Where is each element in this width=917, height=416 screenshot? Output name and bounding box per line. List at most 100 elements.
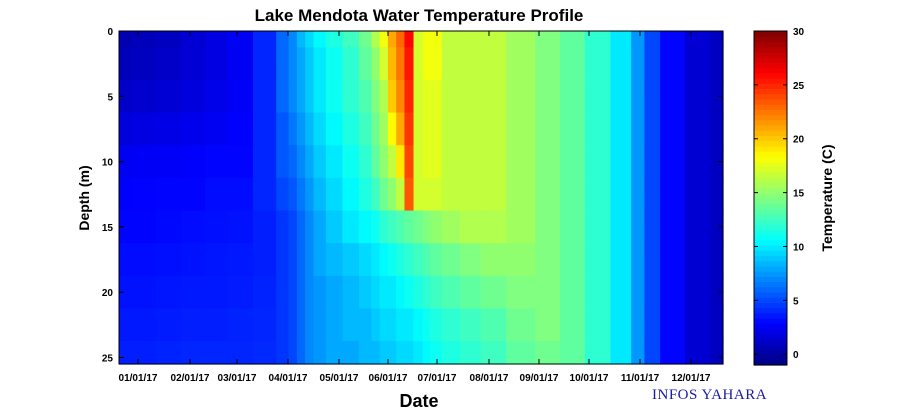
heatmap-cell [404,177,415,212]
colorbar-tick-label: 0 [793,350,799,361]
colorbar-swatch [754,307,787,314]
y-axis-label: Depth (m) [76,165,92,230]
heatmap-cell [422,79,431,114]
heatmap-cell [644,210,661,244]
colorbar-swatch [754,77,787,84]
heatmap-cell [342,177,360,212]
x-tick-label: 09/01/17 [520,373,559,384]
heatmap-cell [441,47,461,81]
heatmap-cell [379,145,389,179]
heatmap-cell [119,341,133,365]
x-axis-label: Date [399,391,438,411]
heatmap-cell [325,79,343,114]
heatmap-cell [644,308,661,342]
heatmap-cell [660,243,686,277]
heatmap-cell [422,47,431,81]
heatmap-cell [358,275,372,310]
colorbar-swatch [754,218,787,225]
heatmap-cell [584,341,612,365]
colorbar-swatch [754,281,787,288]
x-tick-label: 05/01/17 [320,373,359,384]
heatmap-cell [396,210,406,244]
heatmap-cell [396,308,406,342]
heatmap-cell [710,275,724,310]
heatmap-cell [480,177,507,212]
heatmap-cell [205,341,228,365]
heatmap-cell [506,243,536,277]
heatmap [119,31,724,365]
heatmap-cell [156,145,182,179]
heatmap-cell [506,308,536,342]
colorbar-swatch [754,250,787,257]
heatmap-cell [305,341,315,365]
heatmap-cell [404,308,415,342]
heatmap-cell [305,177,315,212]
heatmap-cell [413,79,424,114]
colorbar-swatch [754,244,787,251]
heatmap-cell [422,112,431,146]
heatmap-cell [119,31,133,48]
colorbar-label: Temperature (C) [819,144,835,251]
heatmap-cell [480,210,507,244]
colorbar-swatch [754,130,787,136]
heatmap-cell [413,308,424,342]
heatmap-cell [288,31,298,48]
heatmap-cell [379,210,389,244]
colorbar-swatch [754,114,787,121]
heatmap-cell [710,210,724,244]
heatmap-cell [631,341,645,365]
heatmap-cell [371,145,381,179]
heatmap-cell [181,47,206,81]
heatmap-cell [119,79,133,114]
heatmap-cell [459,79,482,114]
heatmap-cell [131,145,157,179]
heatmap-cell [305,308,315,342]
heatmap-cell [371,177,381,212]
heatmap-cell [253,31,277,48]
x-tick-label: 02/01/17 [171,373,210,384]
heatmap-cell [560,275,586,310]
colorbar-swatch [754,198,787,204]
heatmap-cell [631,112,645,146]
heatmap-cell [119,112,133,146]
heatmap-cell [404,145,415,179]
heatmap-cell [644,177,661,212]
heatmap-cell [313,308,327,342]
heatmap-cell [660,341,686,365]
heatmap-cell [342,112,360,146]
heatmap-cell [422,341,431,365]
heatmap-cell [296,177,306,212]
heatmap-cell [296,210,306,244]
heatmap-cell [480,31,507,48]
heatmap-cell [422,243,431,277]
heatmap-cell [422,145,431,179]
heatmap-cell [422,210,431,244]
heatmap-cell [430,79,443,114]
heatmap-cell [631,308,645,342]
colorbar-swatch [754,51,787,58]
colorbar-tick-label: 20 [793,135,805,146]
heatmap-cell [119,243,133,277]
heatmap-cell [156,47,182,81]
heatmap-cell [660,79,686,114]
heatmap-cell [313,79,327,114]
heatmap-cell [276,177,290,212]
colorbar-swatch [754,88,787,95]
heatmap-cell [413,112,424,146]
heatmap-cell [387,341,397,365]
heatmap-cell [358,341,372,365]
heatmap-cell [181,145,206,179]
heatmap-cell [631,210,645,244]
colorbar-swatch [754,208,787,215]
heatmap-cell [276,341,290,365]
heatmap-cell [325,31,343,48]
colorbar-tick-label: 10 [793,242,805,253]
heatmap-cell [610,31,632,48]
heatmap-cell [610,79,632,114]
heatmap-cell [480,145,507,179]
heatmap-cell [441,79,461,114]
heatmap-cell [288,308,298,342]
heatmap-cell [584,47,612,81]
y-axis-ticks: 0 5 10 15 20 25 [102,27,723,364]
heatmap-cell [387,275,397,310]
